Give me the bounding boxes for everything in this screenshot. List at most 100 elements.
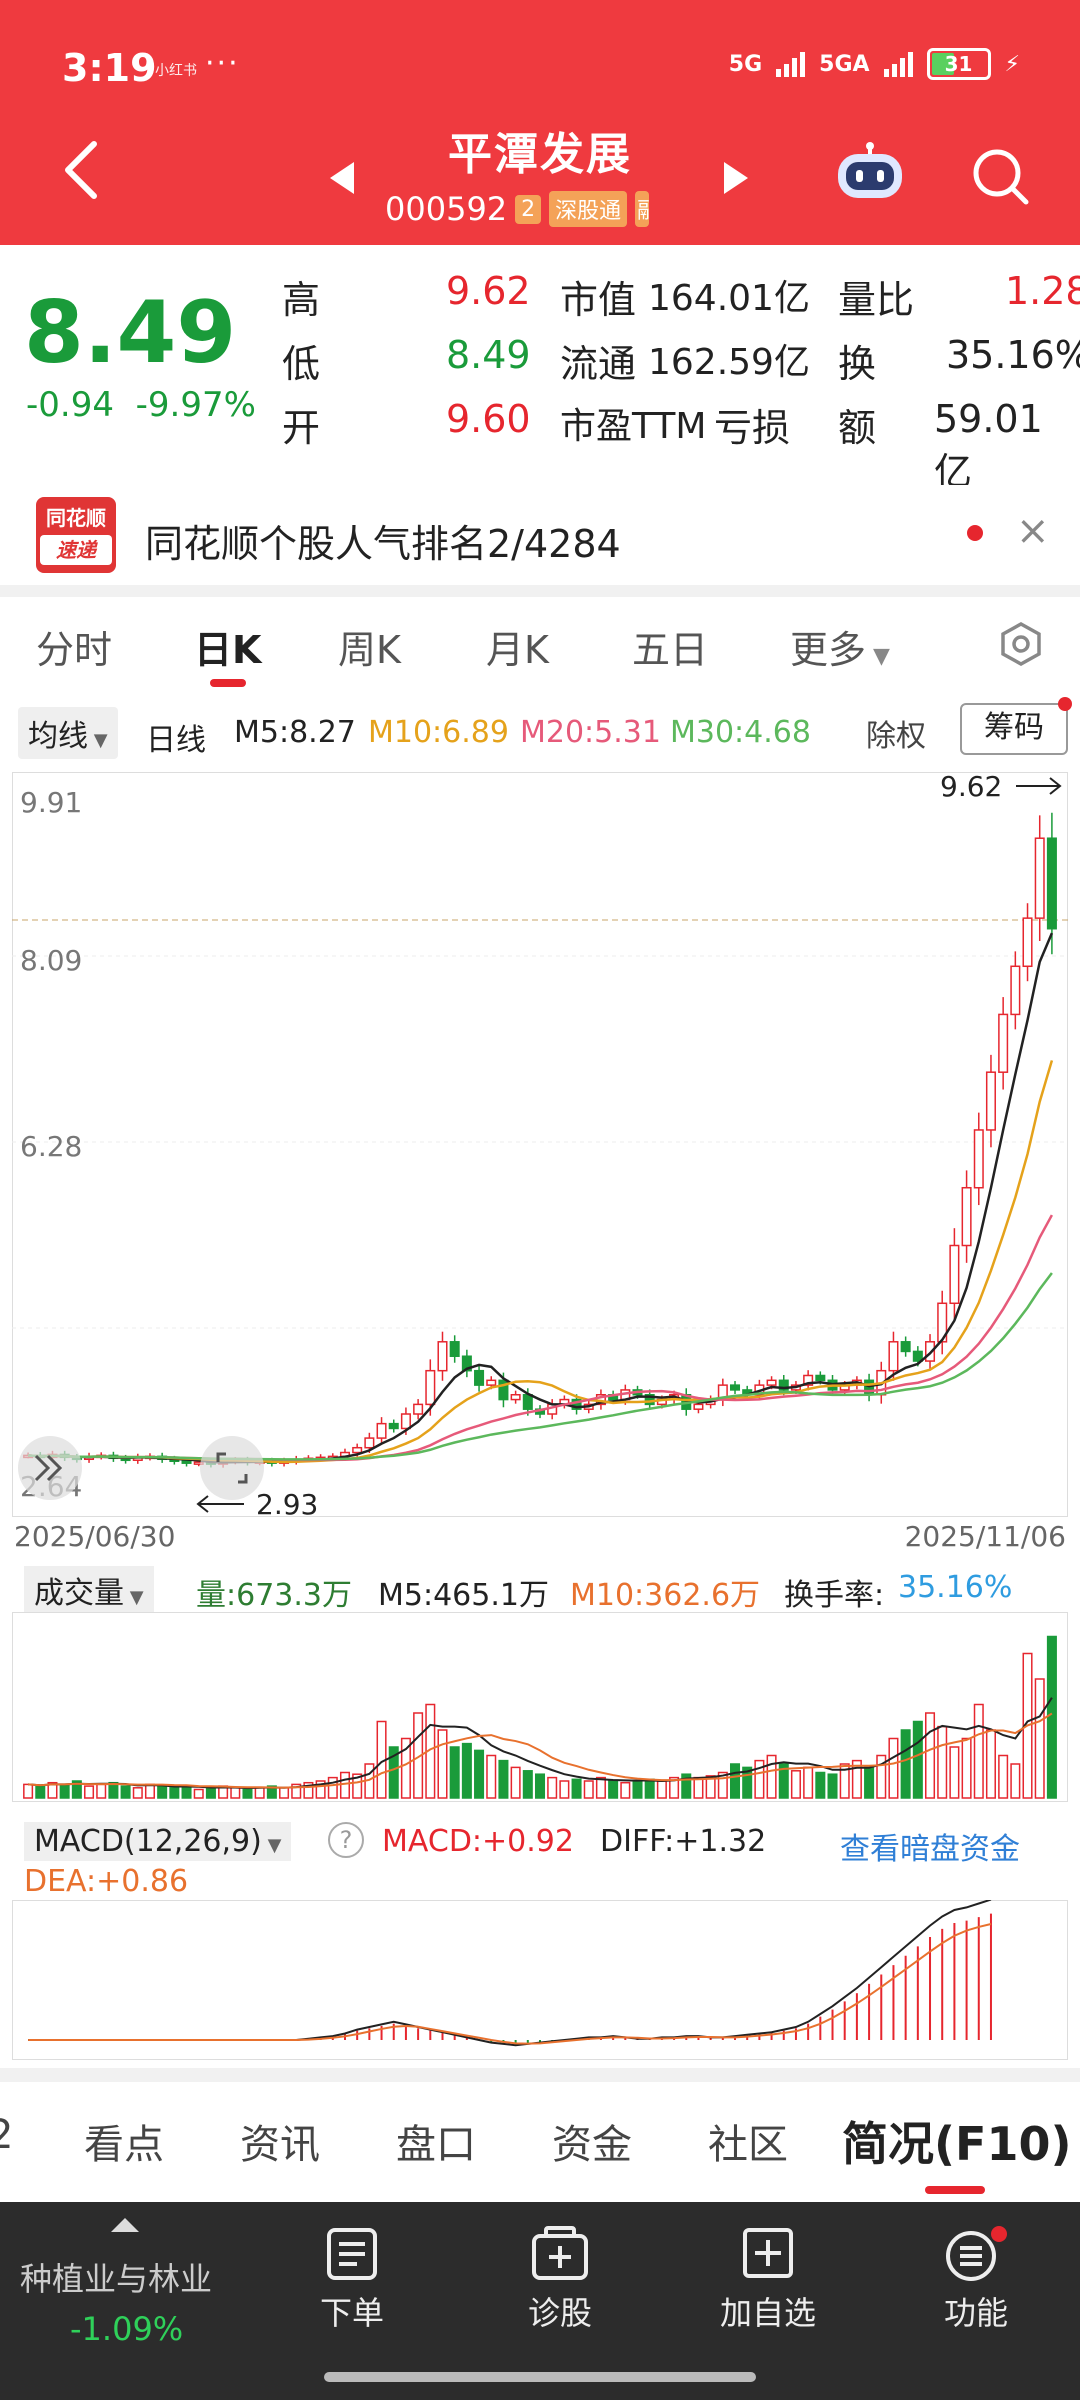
volume-bar <box>510 1766 521 1799</box>
tab-five-day[interactable]: 五日 <box>632 628 709 672</box>
volume-m5: M5:465.1万 <box>378 1578 549 1613</box>
macd-chart[interactable] <box>12 1900 1068 2060</box>
fullscreen-button[interactable] <box>200 1436 264 1500</box>
chips-distribution-button[interactable]: 筹码 <box>960 703 1068 755</box>
y-tick-2: 8.09 <box>20 944 82 977</box>
candle-body <box>461 1355 472 1372</box>
ma-legend-row: 均线 ▼ 日线 M5:8.27 M10:6.89 M20:5.31 M30:4.… <box>0 697 1080 767</box>
volume-bar <box>486 1754 497 1799</box>
volume-bar <box>547 1776 558 1799</box>
expand-left-button[interactable] <box>18 1436 82 1500</box>
volume-bar <box>754 1759 765 1799</box>
ma10-value: M10:6.89 <box>368 715 509 750</box>
prev-stock-button[interactable] <box>330 162 354 194</box>
candle-body <box>644 1394 655 1406</box>
tag-margin: 融 <box>635 191 650 227</box>
candle-body <box>449 1341 460 1357</box>
close-banner-button[interactable]: × <box>1016 508 1050 554</box>
tab-weekly-k[interactable]: 周K <box>338 628 401 672</box>
volume-turnover-value: 35.16% <box>898 1570 1013 1605</box>
candle-body <box>778 1379 789 1391</box>
float-value: 162.59亿 <box>648 342 810 383</box>
active-tab-indicator <box>210 679 246 687</box>
volume-bar <box>242 1788 253 1799</box>
volume-bar <box>181 1785 192 1799</box>
tab-orderbook[interactable]: 盘口 <box>396 2122 476 2168</box>
macd-select[interactable]: MACD(12,26,9) ▼ <box>24 1822 292 1861</box>
quote-panel: 8.49 -0.94 -9.97% 高 9.62 低 8.49 开 9.60 市… <box>0 245 1080 494</box>
help-icon[interactable]: ? <box>328 1822 364 1858</box>
diagnose-icon <box>532 2226 588 2280</box>
dea-value: DEA:+0.86 <box>24 1864 189 1899</box>
kline-chart[interactable]: 9.91 8.09 6.28 2.64 9.62 2.93 <box>12 772 1068 1517</box>
open-value: 9.60 <box>446 397 531 441</box>
volume-bar <box>827 1773 838 1799</box>
tag-level: 2 <box>515 194 542 224</box>
ex-rights-button[interactable]: 除权 <box>866 719 926 754</box>
search-icon[interactable] <box>970 146 1030 206</box>
volume-bar <box>400 1737 411 1799</box>
volume-bar <box>949 1746 960 1799</box>
ma20-value: M20:5.31 <box>520 715 661 750</box>
tab-profile-f10[interactable]: 简况(F10) <box>842 2117 1072 2171</box>
add-watchlist-button[interactable]: 加自选 <box>698 2226 838 2356</box>
divider <box>0 585 1080 597</box>
notification-dot-icon <box>967 525 983 541</box>
tab-partial[interactable]: 2 <box>0 2112 14 2158</box>
popularity-banner[interactable]: 同花顺 速递 同花顺个股人气排名2/4284 <box>0 485 1080 585</box>
candle-body <box>1022 917 1033 968</box>
volume-bar <box>132 1787 143 1799</box>
kline-grid <box>12 919 1068 1329</box>
order-list-icon <box>327 2228 377 2280</box>
candle-body <box>729 1384 741 1391</box>
volume-bar <box>632 1780 643 1799</box>
diagnose-button[interactable]: 诊股 <box>490 2226 630 2356</box>
candle-body <box>937 1302 948 1343</box>
kline-moving-averages <box>27 932 1054 1464</box>
settings-hexagon-icon[interactable] <box>998 621 1044 667</box>
tab-daily-k[interactable]: 日K <box>194 628 262 672</box>
back-arrow-icon[interactable] <box>62 140 102 200</box>
functions-button[interactable]: 功能 <box>906 2226 1046 2356</box>
order-button[interactable]: 下单 <box>282 2226 422 2356</box>
mktcap-label: 市值 <box>560 278 637 322</box>
volume-bar <box>803 1766 814 1799</box>
tab-intraday[interactable]: 分时 <box>36 628 113 672</box>
turnover-value: 35.16% <box>946 333 1080 377</box>
tab-highlights[interactable]: 看点 <box>84 2122 164 2168</box>
candle-body <box>888 1341 899 1372</box>
chevron-up-icon <box>111 2218 139 2232</box>
tab-more[interactable]: 更多 ▼ <box>790 628 890 672</box>
dark-pool-link[interactable]: 查看暗盘资金 <box>840 1832 1020 1867</box>
date-end: 2025/11/06 <box>904 1520 1066 1553</box>
candle-body <box>522 1394 533 1410</box>
low-label: 低 <box>282 342 321 386</box>
candle-body <box>998 1013 1009 1073</box>
open-label: 开 <box>282 406 321 450</box>
pe-label: 市盈TTM <box>560 406 707 447</box>
tab-news[interactable]: 资讯 <box>240 2122 320 2168</box>
sector-widget[interactable]: 种植业与林业 -1.09% <box>0 2202 250 2352</box>
candle-body <box>900 1341 911 1353</box>
add-square-icon <box>743 2228 793 2278</box>
tab-funds[interactable]: 资金 <box>552 2122 632 2168</box>
tab-community[interactable]: 社区 <box>708 2122 788 2168</box>
robot-assistant-icon[interactable] <box>834 140 906 202</box>
next-stock-button[interactable] <box>724 162 748 194</box>
volume-bar <box>559 1780 570 1799</box>
volume-bar <box>534 1773 546 1799</box>
signal-icon <box>776 51 806 77</box>
volume-bar <box>778 1763 789 1799</box>
volume-chart[interactable] <box>12 1612 1068 1802</box>
candle-body <box>985 1071 996 1131</box>
tag-hk-connect: 深股通 <box>549 191 628 227</box>
indicator-select[interactable]: 均线 ▼ <box>18 707 118 759</box>
volume-bar <box>205 1787 216 1799</box>
volume-bar <box>925 1712 936 1799</box>
volume-select[interactable]: 成交量 ▼ <box>24 1566 154 1614</box>
tab-monthly-k[interactable]: 月K <box>486 628 549 672</box>
bottom-bar: 种植业与林业 -1.09% 下单 诊股 加自选 <box>0 2202 1080 2400</box>
divider <box>0 2068 1080 2082</box>
float-label: 流通 <box>560 342 637 386</box>
macd-legend-row: MACD(12,26,9) ▼ ? MACD:+0.92 DIFF:+1.32 … <box>0 1822 1080 1912</box>
